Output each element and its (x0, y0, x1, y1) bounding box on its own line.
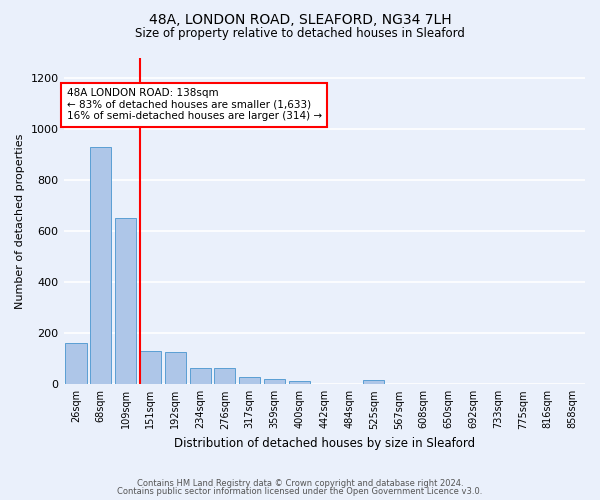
Bar (90, 147, 112, 384)
Text: Size of property relative to detached houses in Sleaford: Size of property relative to detached ho… (135, 28, 465, 40)
Bar (239, 377, 260, 384)
Bar (65, 344, 86, 384)
X-axis label: Distribution of detached houses by size in Sleaford: Distribution of detached houses by size … (174, 437, 475, 450)
Bar (115, 218, 136, 384)
Bar (364, 380, 385, 384)
Bar (140, 351, 161, 384)
Text: 48A, LONDON ROAD, SLEAFORD, NG34 7LH: 48A, LONDON ROAD, SLEAFORD, NG34 7LH (149, 12, 451, 26)
Text: Contains HM Land Registry data © Crown copyright and database right 2024.: Contains HM Land Registry data © Crown c… (137, 478, 463, 488)
Bar (165, 352, 186, 384)
Y-axis label: Number of detached properties: Number of detached properties (15, 133, 25, 308)
Bar (264, 379, 285, 384)
Bar (190, 368, 211, 384)
Bar (289, 381, 310, 384)
Bar (214, 368, 235, 384)
Text: 48A LONDON ROAD: 138sqm
← 83% of detached houses are smaller (1,633)
16% of semi: 48A LONDON ROAD: 138sqm ← 83% of detache… (67, 88, 322, 122)
Text: Contains public sector information licensed under the Open Government Licence v3: Contains public sector information licen… (118, 487, 482, 496)
